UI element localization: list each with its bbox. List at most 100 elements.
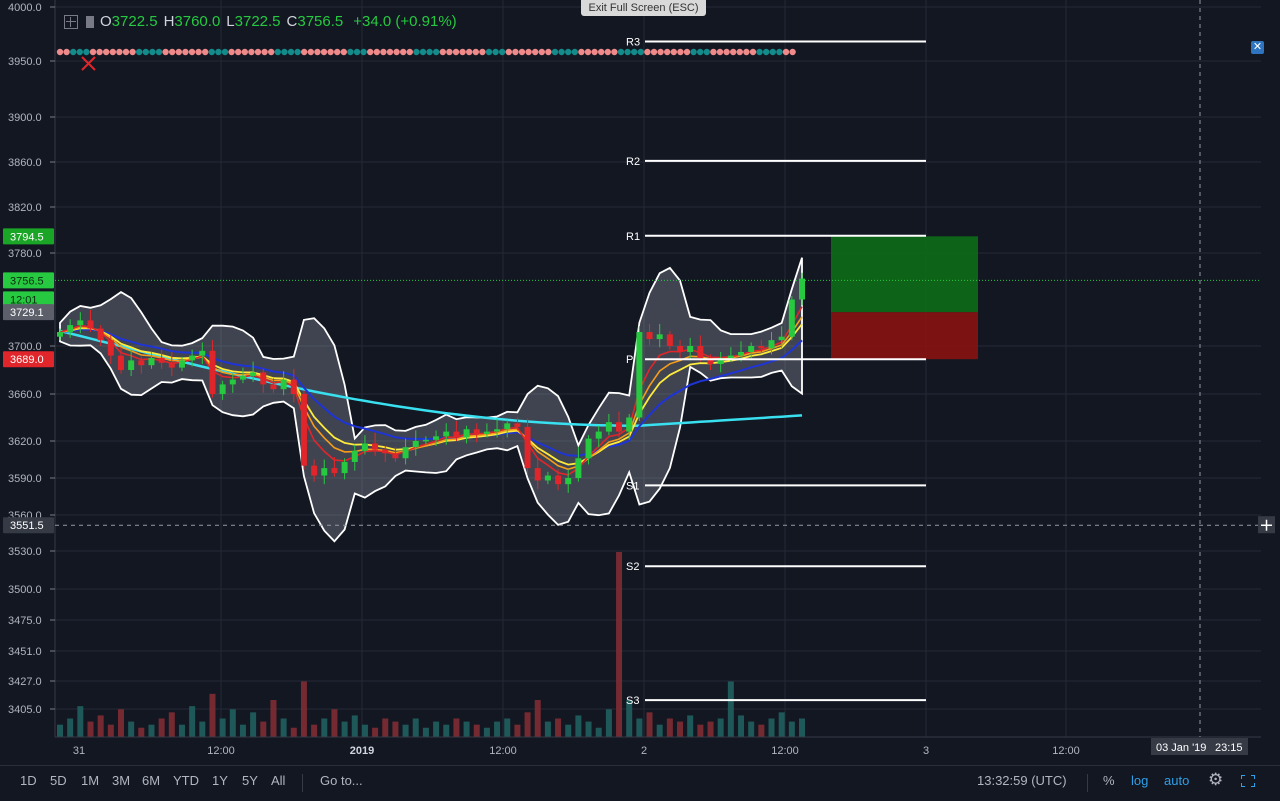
candle-body bbox=[514, 423, 521, 427]
volume-bar bbox=[788, 721, 795, 737]
volume-bar bbox=[392, 721, 399, 737]
volume-bar bbox=[565, 724, 572, 737]
signal-dot bbox=[459, 48, 466, 56]
long-position-tool[interactable] bbox=[831, 236, 978, 360]
exit-fullscreen-button[interactable]: Exit Full Screen (ESC) bbox=[581, 0, 706, 16]
price-chart[interactable]: R3 R2 R1 P S1 S2 S3 4000.0 3950.0 3900.0 3860.0 38… bbox=[0, 0, 1280, 765]
signal-dot bbox=[571, 48, 578, 56]
price-tick-label: 3780.0 bbox=[8, 248, 42, 260]
timeframe-all[interactable]: All bbox=[271, 773, 286, 788]
signal-dot bbox=[644, 48, 651, 56]
volume-bar bbox=[87, 721, 94, 737]
crosshair-date-label: 03 Jan '19 bbox=[1156, 742, 1206, 754]
volume-bar bbox=[219, 718, 226, 737]
signal-dot bbox=[492, 48, 499, 56]
signal-dot bbox=[195, 48, 202, 56]
signal-dot bbox=[446, 48, 453, 56]
timeframe-ytd[interactable]: YTD bbox=[173, 773, 199, 788]
bottom-toolbar: 1D 5D 1M 3M 6M YTD 1Y 5Y All Go to... 13… bbox=[0, 765, 1280, 801]
utc-clock[interactable]: 13:32:59 (UTC) bbox=[977, 773, 1067, 788]
volume-bar bbox=[453, 718, 460, 737]
volume-bar bbox=[239, 724, 246, 737]
timeframe-3m[interactable]: 3M bbox=[112, 773, 131, 788]
price-badge-label: 3689.0 bbox=[10, 354, 44, 366]
timeframe-1m[interactable]: 1M bbox=[81, 773, 100, 788]
signal-dot bbox=[617, 48, 625, 56]
candle-body bbox=[697, 346, 704, 358]
candle-body bbox=[707, 358, 714, 364]
low-value: 3722.5 bbox=[234, 13, 281, 30]
volume-bar bbox=[311, 724, 318, 737]
expand-icon[interactable] bbox=[64, 14, 78, 29]
signal-dot bbox=[419, 48, 427, 56]
candle-body bbox=[646, 332, 653, 340]
volume-bar bbox=[341, 721, 348, 737]
signal-dot bbox=[789, 48, 796, 56]
price-tick-label: 3660.0 bbox=[8, 389, 42, 401]
signal-dot bbox=[664, 48, 671, 56]
signal-dot bbox=[254, 48, 262, 56]
timeframe-6m[interactable]: 6M bbox=[142, 773, 161, 788]
crosshair-time-label: 23:15 bbox=[1215, 742, 1243, 754]
crosshair-date-badge bbox=[1151, 738, 1248, 755]
fullscreen-icon[interactable] bbox=[1241, 775, 1255, 787]
signal-dot bbox=[182, 48, 189, 56]
volume-bar bbox=[595, 727, 602, 737]
timeframe-1y[interactable]: 1Y bbox=[212, 773, 228, 788]
close-icon[interactable]: ✕ bbox=[1251, 41, 1264, 54]
signal-dot bbox=[611, 48, 618, 56]
signal-dot bbox=[406, 48, 413, 56]
price-tick-label: 3860.0 bbox=[8, 157, 42, 169]
timeframe-5y[interactable]: 5Y bbox=[242, 773, 258, 788]
candle-body bbox=[727, 355, 734, 358]
volume-bar bbox=[412, 718, 419, 737]
bollinger-envelope bbox=[59, 257, 803, 543]
candle-body bbox=[585, 438, 592, 459]
candle-body bbox=[565, 478, 572, 485]
candle-body bbox=[534, 468, 541, 481]
candle-body bbox=[117, 355, 124, 370]
signal-dot bbox=[736, 48, 743, 56]
percent-scale-toggle[interactable]: % bbox=[1103, 773, 1115, 788]
close-value: 3756.5 bbox=[297, 13, 344, 30]
price-tick-label: 3427.0 bbox=[8, 676, 42, 688]
gear-icon[interactable]: ⚙ bbox=[1208, 770, 1224, 789]
candle-body bbox=[433, 436, 440, 440]
volume-bar bbox=[677, 721, 684, 737]
candle-body bbox=[321, 468, 328, 476]
candle-body bbox=[229, 379, 236, 385]
toolbar-divider bbox=[1087, 774, 1088, 792]
signal-dot bbox=[142, 48, 149, 56]
log-scale-toggle[interactable]: log bbox=[1131, 773, 1149, 788]
auto-scale-toggle[interactable]: auto bbox=[1164, 773, 1190, 788]
goto-button[interactable]: Go to... bbox=[320, 773, 363, 788]
volume-bar bbox=[361, 724, 368, 737]
time-axis[interactable]: 31 12:00 2019 12:00 2 12:00 3 12:00 bbox=[55, 736, 1261, 757]
toolbar-divider bbox=[302, 774, 303, 792]
timeframe-1d[interactable]: 1D bbox=[20, 773, 37, 788]
signal-dot bbox=[281, 48, 288, 56]
candle-body bbox=[158, 358, 165, 363]
volume-bar bbox=[504, 718, 511, 737]
signal-dot bbox=[466, 48, 473, 56]
signal-dot bbox=[294, 48, 301, 56]
signal-dot bbox=[730, 48, 737, 56]
signal-dot bbox=[749, 48, 757, 56]
signal-dot bbox=[274, 48, 281, 56]
signal-dot bbox=[122, 48, 130, 56]
signal-dot bbox=[637, 48, 644, 56]
signal-dot bbox=[327, 48, 334, 56]
signal-dot bbox=[70, 48, 77, 56]
time-label: 2 bbox=[641, 745, 647, 757]
signal-dot bbox=[314, 48, 321, 56]
timeframe-5d[interactable]: 5D bbox=[50, 773, 67, 788]
price-axis[interactable]: 4000.0 3950.0 3900.0 3860.0 3820.0 3780.0 3700… bbox=[0, 0, 56, 765]
volume-bar bbox=[250, 712, 257, 737]
signal-dot bbox=[76, 48, 84, 56]
volume-bar bbox=[433, 721, 440, 737]
candle-body bbox=[666, 334, 673, 346]
candle-body bbox=[148, 358, 155, 366]
plus-icon bbox=[1261, 519, 1272, 531]
signal-dot bbox=[591, 48, 598, 56]
candle-body bbox=[77, 320, 84, 326]
